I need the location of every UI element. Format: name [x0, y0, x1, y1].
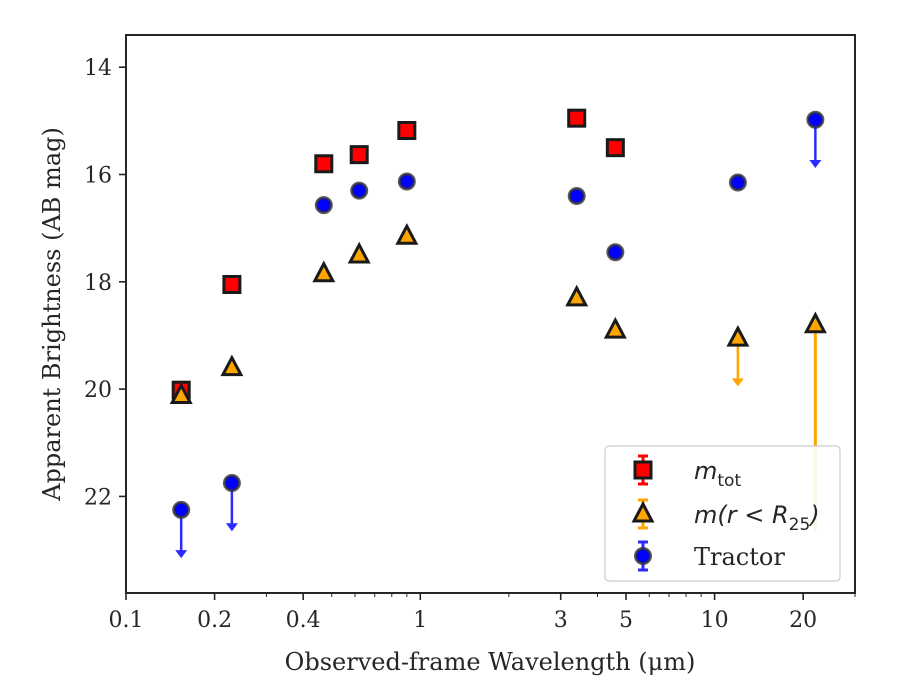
upper-limit-arrow-head: [809, 160, 822, 169]
x-tick-label: 20: [789, 608, 817, 633]
upper-limit-arrow-head: [225, 523, 238, 532]
tractor-marker: [222, 474, 241, 493]
tractor-marker: [350, 181, 369, 200]
tractor-marker: [172, 500, 191, 519]
y-axis-label: Apparent Brightness (AB mag): [38, 127, 66, 502]
upper-limit-arrow-head: [175, 550, 188, 559]
y-tick-label: 22: [84, 485, 112, 510]
legend-label: mtot: [694, 457, 741, 491]
y-tick-label: 16: [84, 164, 112, 189]
mtot-marker: [349, 145, 369, 165]
y-tick-label: 14: [84, 56, 112, 81]
tractor-marker: [397, 172, 416, 191]
series-square: [171, 108, 625, 400]
y-tick-label: 18: [84, 271, 112, 296]
legend: mtot m(r < R25) Tractor: [604, 445, 841, 582]
legend-label: Tractor: [694, 543, 785, 571]
mtot-marker: [397, 121, 417, 141]
x-tick-label: 10: [701, 608, 729, 633]
data-layer: [169, 108, 827, 559]
x-tick-label: 5: [619, 608, 633, 633]
mr25-marker: [395, 222, 419, 245]
mr25-marker: [347, 241, 371, 264]
x-tick-label: 3: [554, 608, 568, 633]
x-axis-label: Observed-frame Wavelength (μm): [285, 648, 696, 676]
x-tick-label: 0.2: [197, 608, 232, 633]
mr25-marker: [312, 260, 336, 283]
legend-mr25-marker: [631, 500, 655, 523]
x-tick-label: 0.1: [109, 608, 144, 633]
tick-layer: 0.1 0.2 0.4 1 3 5 10 20 14 16 18 20 22: [84, 56, 856, 633]
tractor-marker: [314, 196, 333, 215]
series-circle: [172, 110, 825, 559]
tractor-marker: [606, 243, 625, 262]
mr25-marker: [726, 324, 750, 347]
legend-tractor-marker: [634, 547, 652, 565]
tractor-marker: [728, 173, 747, 192]
tractor-marker: [567, 186, 586, 205]
legend-label: m(r < R25): [694, 501, 820, 535]
mtot-marker: [222, 274, 242, 294]
mr25-marker: [565, 284, 589, 307]
x-tick-label: 0.4: [286, 608, 321, 633]
y-tick-label: 20: [84, 378, 112, 403]
legend-mtot-marker: [633, 460, 653, 480]
legend-box: [604, 445, 841, 582]
tractor-marker: [806, 110, 825, 129]
mr25-marker: [603, 316, 627, 339]
upper-limit-arrow-head: [731, 378, 744, 387]
mr25-marker: [169, 382, 193, 405]
mtot-marker: [605, 138, 625, 158]
mr25-marker: [220, 354, 244, 377]
plot-frame: [125, 34, 856, 594]
mr25-marker: [803, 311, 827, 334]
mtot-marker: [567, 108, 587, 128]
mtot-marker: [314, 154, 334, 174]
x-tick-label: 1: [413, 608, 427, 633]
